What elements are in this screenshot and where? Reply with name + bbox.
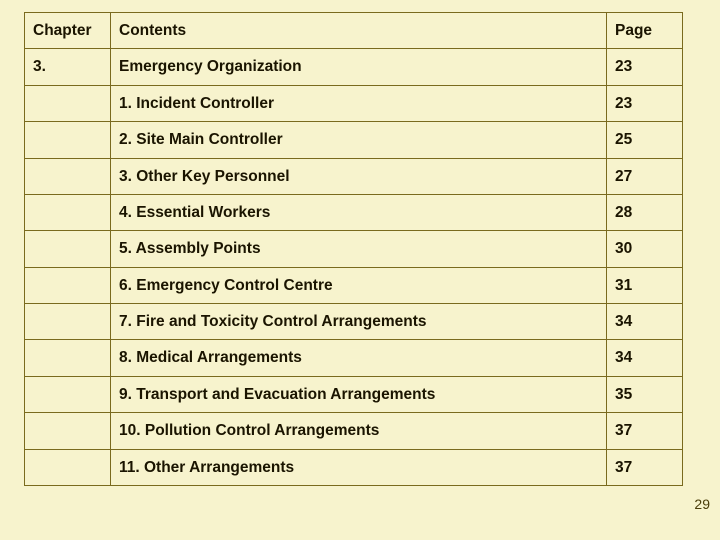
table-row: 3. Other Key Personnel 27 <box>25 158 683 194</box>
cell-page: 25 <box>607 122 683 158</box>
cell-chapter <box>25 194 111 230</box>
cell-contents: 3. Other Key Personnel <box>111 158 607 194</box>
cell-contents: 1. Incident Controller <box>111 85 607 121</box>
table-row: 2. Site Main Controller 25 <box>25 122 683 158</box>
cell-page: 23 <box>607 85 683 121</box>
cell-contents: 6. Emergency Control Centre <box>111 267 607 303</box>
cell-page: 23 <box>607 49 683 85</box>
cell-contents: 5. Assembly Points <box>111 231 607 267</box>
cell-contents: 2. Site Main Controller <box>111 122 607 158</box>
cell-contents: 8. Medical Arrangements <box>111 340 607 376</box>
slide-body: Chapter Contents Page 3. Emergency Organ… <box>24 12 682 518</box>
contents-table: Chapter Contents Page 3. Emergency Organ… <box>24 12 683 486</box>
cell-chapter: 3. <box>25 49 111 85</box>
cell-chapter <box>25 267 111 303</box>
cell-contents: 7. Fire and Toxicity Control Arrangement… <box>111 304 607 340</box>
cell-contents: Emergency Organization <box>111 49 607 85</box>
cell-chapter <box>25 304 111 340</box>
table-row: 9. Transport and Evacuation Arrangements… <box>25 376 683 412</box>
table-row: 7. Fire and Toxicity Control Arrangement… <box>25 304 683 340</box>
cell-contents: 11. Other Arrangements <box>111 449 607 485</box>
cell-page: 34 <box>607 304 683 340</box>
table-row: 6. Emergency Control Centre 31 <box>25 267 683 303</box>
cell-chapter <box>25 122 111 158</box>
col-contents-header: Contents <box>111 13 607 49</box>
table-row: Chapter Contents Page <box>25 13 683 49</box>
table-row: 11. Other Arrangements 37 <box>25 449 683 485</box>
col-chapter-header: Chapter <box>25 13 111 49</box>
cell-page: 34 <box>607 340 683 376</box>
table-row: 10. Pollution Control Arrangements 37 <box>25 413 683 449</box>
table-row: 4. Essential Workers 28 <box>25 194 683 230</box>
col-page-header: Page <box>607 13 683 49</box>
cell-chapter <box>25 340 111 376</box>
cell-page: 28 <box>607 194 683 230</box>
cell-page: 31 <box>607 267 683 303</box>
cell-contents: 9. Transport and Evacuation Arrangements <box>111 376 607 412</box>
cell-page: 37 <box>607 449 683 485</box>
cell-page: 30 <box>607 231 683 267</box>
cell-chapter <box>25 85 111 121</box>
table-row: 8. Medical Arrangements 34 <box>25 340 683 376</box>
cell-contents: 10. Pollution Control Arrangements <box>111 413 607 449</box>
table-row: 1. Incident Controller 23 <box>25 85 683 121</box>
slide-number: 29 <box>694 496 710 512</box>
cell-chapter <box>25 158 111 194</box>
cell-chapter <box>25 413 111 449</box>
cell-page: 27 <box>607 158 683 194</box>
cell-chapter <box>25 376 111 412</box>
cell-chapter <box>25 449 111 485</box>
table-row: 5. Assembly Points 30 <box>25 231 683 267</box>
cell-page: 35 <box>607 376 683 412</box>
cell-page: 37 <box>607 413 683 449</box>
cell-contents: 4. Essential Workers <box>111 194 607 230</box>
cell-chapter <box>25 231 111 267</box>
table-row: 3. Emergency Organization 23 <box>25 49 683 85</box>
